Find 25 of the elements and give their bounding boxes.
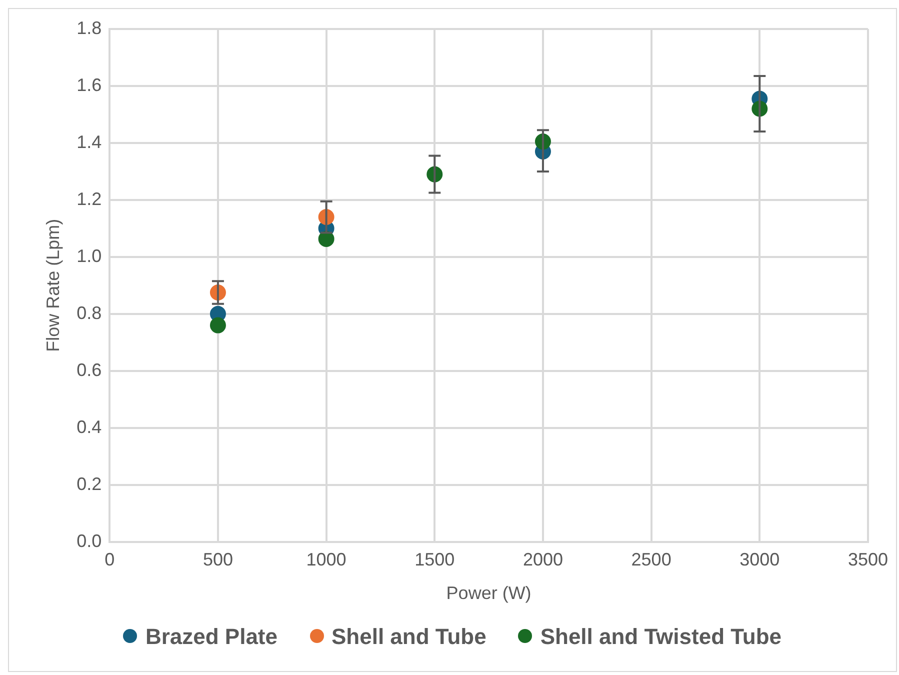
x-tick-label: 0 [104, 550, 115, 570]
x-tick-label: 3000 [740, 550, 780, 570]
y-tick-label: 0.8 [76, 302, 102, 323]
y-tick-label: 1.0 [76, 246, 102, 266]
x-tick-label: 1000 [306, 550, 346, 570]
x-tick-label: 3500 [848, 550, 888, 570]
y-tick-label: 1.4 [76, 132, 102, 152]
y-tick-label: 1.6 [76, 74, 102, 95]
legend-label: Shell and Twisted Tube [539, 624, 782, 649]
x-axis-title: Power (W) [446, 583, 532, 604]
x-tick-label: 2000 [522, 550, 563, 570]
point [210, 317, 226, 334]
y-tick-label: 0.0 [76, 530, 102, 551]
x-tick-label: 1500 [414, 550, 455, 570]
legend-label: Shell and Tube [330, 624, 486, 649]
x-tick-label: 2500 [631, 550, 672, 570]
y-axis-title: Flow Rate (Lpm) [42, 218, 63, 352]
y-tick-label: 1.2 [76, 188, 102, 209]
y-tick-label: 1.8 [76, 18, 102, 38]
x-tick-label: 500 [202, 550, 233, 570]
y-tick-label: 0.4 [76, 416, 102, 437]
y-tick-label: 0.2 [76, 474, 102, 494]
legend-label: Brazed Plate [144, 624, 278, 649]
point [318, 230, 334, 247]
y-tick-label: 0.6 [76, 360, 102, 380]
